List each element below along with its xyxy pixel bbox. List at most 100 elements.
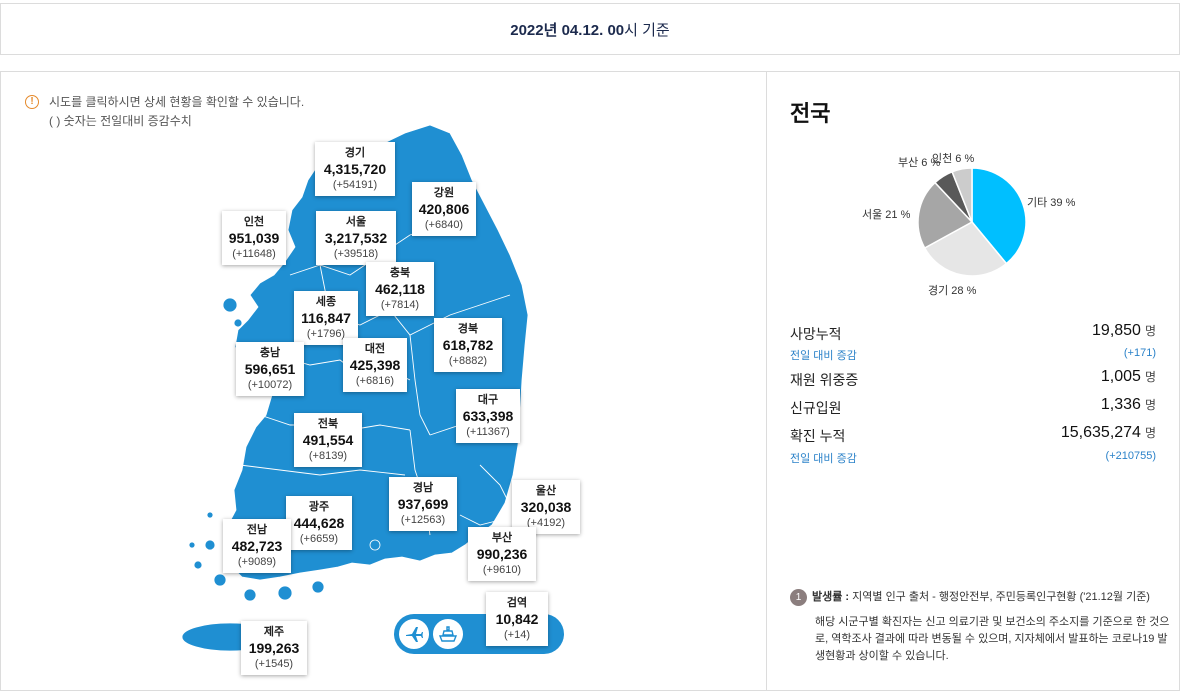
pie-label-busan: 부산 6 %: [898, 157, 941, 169]
region-daegu[interactable]: 대구 633,398 (+11367): [456, 389, 520, 443]
region-name: 세종: [315, 296, 337, 308]
region-value: 633,398: [462, 408, 514, 424]
stat-total-label: 확진 누적: [790, 428, 846, 444]
region-name: 서울: [345, 216, 367, 228]
pie-label-incheon: 인천 6 %: [932, 153, 975, 165]
region-value: 320,038: [520, 499, 572, 515]
date-text: 2022년 04.12. 00: [510, 21, 625, 39]
region-value: 3,217,532: [324, 230, 388, 246]
notice: ! 시도를 클릭하시면 상세 현황을 확인할 수 있습니다. ( ) 숫자는 전…: [25, 93, 304, 131]
region-increase: (+6840): [424, 219, 464, 231]
region-name: 충남: [259, 347, 281, 359]
region-gwangju[interactable]: 광주 444,628 (+6659): [286, 496, 352, 550]
region-value: 990,236: [476, 546, 528, 562]
stat-deaths: 사망누적 19,850 명 전일 대비 증감 (+171): [790, 322, 1156, 362]
region-increase: (+10072): [247, 379, 293, 391]
pie-slice-incheon: [951, 167, 973, 223]
stat-deaths-sub-value: (+171): [1123, 347, 1156, 359]
region-sejong[interactable]: 세종 116,847 (+1796): [294, 291, 358, 345]
region-value: 951,039: [228, 230, 280, 246]
region-gyeongbuk[interactable]: 경북 618,782 (+8882): [434, 318, 502, 372]
stat-severe-label: 재원 위중증: [790, 372, 859, 388]
national-pie-chart: [917, 167, 1027, 277]
stat-severe-value: 1,005 명: [1101, 368, 1156, 386]
region-name: 충북: [389, 267, 411, 279]
footnote-source-text: 지역별 인구 출처 - 행정안전부, 주민등록인구현황 ('21.12월 기준): [849, 591, 1150, 603]
region-jeonnam[interactable]: 전남 482,723 (+9089): [223, 519, 291, 573]
stat-severe-unit: 명: [1144, 370, 1156, 384]
info-icon: !: [25, 95, 39, 109]
region-value: 10,842: [495, 611, 539, 627]
region-increase: (+11648): [232, 248, 276, 260]
region-increase: (+14): [504, 629, 530, 641]
pie-slice-other: [971, 167, 1027, 265]
stat-severe-number: 1,005: [1100, 368, 1141, 385]
region-value: 425,398: [349, 357, 401, 373]
region-quarantine[interactable]: 검역 10,842 (+14): [486, 592, 548, 646]
stat-total-sub-value: (+210755): [1105, 450, 1156, 462]
region-gyeongnam[interactable]: 경남 937,699 (+12563): [389, 477, 457, 531]
footnote-badge: 1: [790, 589, 807, 606]
national-title: 전국: [790, 101, 831, 126]
region-jeonbuk[interactable]: 전북 491,554 (+8139): [294, 413, 362, 467]
stat-severe: 재원 위중증 1,005 명: [790, 368, 1156, 390]
stat-deaths-number: 19,850: [1092, 322, 1141, 339]
footnote-source: 1 발생률 : 지역별 인구 출처 - 행정안전부, 주민등록인구현황 ('21.…: [790, 589, 1170, 606]
pie-label-gyeonggi: 경기 28 %: [928, 285, 977, 297]
region-value: 491,554: [302, 432, 354, 448]
region-name: 경북: [457, 323, 479, 335]
region-value: 596,651: [244, 361, 296, 377]
region-increase: (+9089): [237, 556, 277, 568]
region-value: 937,699: [397, 496, 449, 512]
stat-deaths-label: 사망누적: [790, 326, 842, 342]
stat-admission-value: 1,336 명: [1101, 396, 1156, 414]
region-increase: (+54191): [332, 179, 378, 191]
pie-label-other: 기타 39 %: [1027, 197, 1076, 209]
region-name: 전북: [317, 418, 339, 430]
stat-deaths-value: 19,850 명: [1092, 322, 1156, 340]
region-name: 검역: [506, 597, 528, 609]
region-name: 경남: [412, 482, 434, 494]
region-increase: (+12563): [400, 514, 446, 526]
airplane-icon: [398, 618, 430, 650]
region-increase: (+1796): [306, 328, 346, 340]
region-jeju[interactable]: 제주 199,263 (+1545): [241, 621, 307, 675]
region-increase: (+7814): [380, 299, 420, 311]
region-name: 부산: [491, 532, 513, 544]
stat-total-sub-label: 전일 대비 증감: [790, 453, 857, 465]
region-value: 4,315,720: [323, 161, 387, 177]
stat-total-value: 15,635,274 명: [1061, 424, 1156, 442]
region-chungnam[interactable]: 충남 596,651 (+10072): [236, 342, 304, 396]
region-value: 618,782: [442, 337, 494, 353]
region-increase: (+9610): [482, 564, 522, 576]
region-increase: (+8882): [448, 355, 488, 367]
region-value: 482,723: [231, 538, 283, 554]
region-name: 울산: [535, 485, 557, 497]
region-name: 대구: [477, 394, 499, 406]
stat-deaths-unit: 명: [1144, 324, 1156, 338]
stat-total-unit: 명: [1144, 426, 1156, 440]
region-increase: (+6816): [355, 375, 395, 387]
main-panel: [0, 71, 1180, 691]
footnote-body: 해당 시군구별 확진자는 신고 의료기관 및 보건소의 주소지를 기준으로 한 …: [815, 616, 1170, 662]
region-name: 대전: [364, 343, 386, 355]
region-gyeonggi[interactable]: 경기 4,315,720 (+54191): [315, 142, 395, 196]
region-increase: (+8139): [308, 450, 348, 462]
region-name: 제주: [263, 626, 285, 638]
region-gangwon[interactable]: 강원 420,806 (+6840): [412, 182, 476, 236]
stat-admission-number: 1,336: [1100, 396, 1141, 413]
date-header: 2022년 04.12. 00 시 기준: [0, 3, 1180, 55]
region-chungbuk[interactable]: 충북 462,118 (+7814): [366, 262, 434, 316]
pie-label-seoul: 서울 21 %: [862, 209, 911, 221]
region-incheon[interactable]: 인천 951,039 (+11648): [222, 211, 286, 265]
region-ulsan[interactable]: 울산 320,038 (+4192): [512, 480, 580, 534]
pie-slice-gyeonggi: [923, 221, 1008, 277]
region-busan[interactable]: 부산 990,236 (+9610): [468, 527, 536, 581]
region-value: 444,628: [293, 515, 345, 531]
stat-deaths-sub-label: 전일 대비 증감: [790, 350, 857, 362]
region-daejeon[interactable]: 대전 425,398 (+6816): [343, 338, 407, 392]
stat-admission-label: 신규입원: [790, 400, 842, 416]
region-seoul[interactable]: 서울 3,217,532 (+39518): [316, 211, 396, 265]
region-increase: (+11367): [466, 426, 510, 438]
region-name: 경기: [344, 147, 366, 159]
